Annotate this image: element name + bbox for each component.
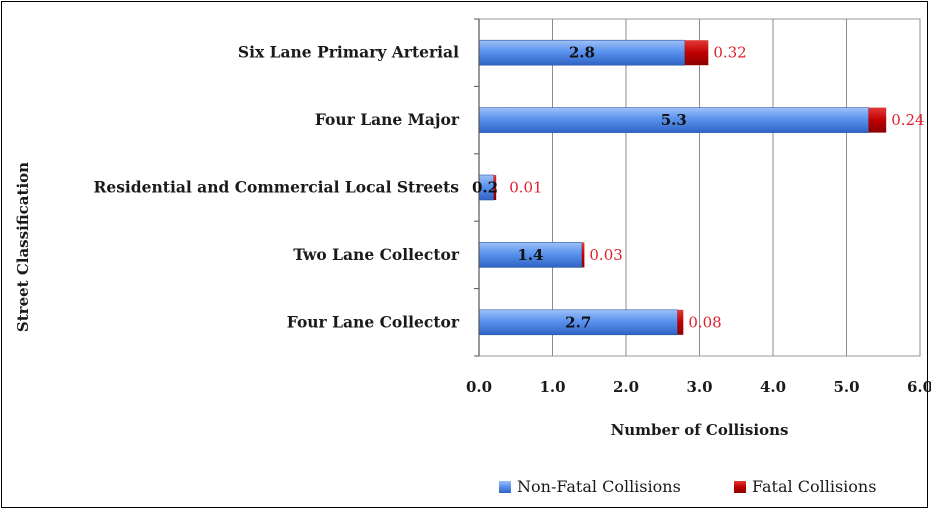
data-label-fatal: 0.08: [688, 313, 721, 331]
x-tick-label: 4.0: [760, 378, 786, 396]
x-tick-label: 3.0: [686, 378, 712, 396]
data-label-non-fatal: 5.3: [661, 111, 687, 129]
bar-fatal: [582, 242, 585, 267]
bar-fatal: [685, 40, 709, 65]
data-label-fatal: 0.24: [891, 111, 924, 129]
bar-fatal: [869, 108, 887, 133]
y-category-label: Residential and Commercial Local Streets: [93, 178, 459, 197]
x-axis-title: Number of Collisions: [611, 421, 789, 439]
x-tick-label: 6.0: [907, 378, 931, 396]
legend-swatch-non-fatal: [499, 481, 511, 493]
y-category-label: Four Lane Collector: [287, 312, 460, 331]
data-label-non-fatal: 0.2: [472, 179, 498, 197]
legend-label-non-fatal: Non-Fatal Collisions: [517, 477, 681, 496]
data-label-non-fatal: 2.7: [565, 313, 591, 331]
data-label-fatal: 0.03: [589, 246, 622, 264]
x-tick-label: 2.0: [613, 378, 639, 396]
data-label-fatal: 0.32: [713, 44, 746, 62]
y-category-label: Four Lane Major: [315, 110, 460, 129]
y-axis-title: Street Classification: [14, 162, 32, 332]
y-category-label: Six Lane Primary Arterial: [238, 43, 459, 62]
x-tick-label: 1.0: [539, 378, 565, 396]
legend-label-fatal: Fatal Collisions: [752, 477, 876, 496]
x-tick-label: 0.0: [466, 378, 492, 396]
data-label-fatal: 0.01: [509, 179, 542, 197]
legend: Non-Fatal Collisions Fatal Collisions: [499, 477, 876, 496]
x-tick-label: 5.0: [833, 378, 859, 396]
legend-swatch-fatal: [734, 481, 746, 493]
bar-fatal: [677, 310, 683, 335]
y-category-label: Two Lane Collector: [293, 245, 460, 264]
data-label-non-fatal: 2.8: [569, 44, 595, 62]
data-label-non-fatal: 1.4: [517, 246, 543, 264]
